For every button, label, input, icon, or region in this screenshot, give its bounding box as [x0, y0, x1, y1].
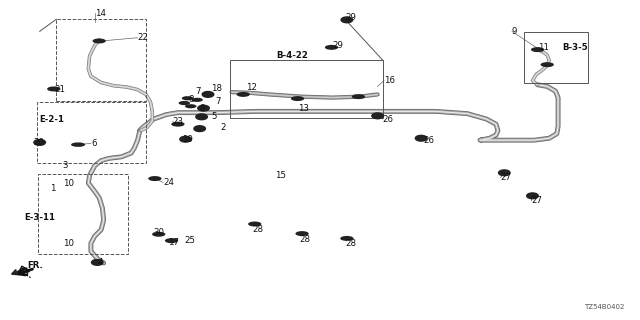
Circle shape	[202, 92, 214, 97]
Bar	[37, 102, 146, 163]
Ellipse shape	[93, 38, 106, 44]
Ellipse shape	[148, 176, 161, 181]
Text: 29: 29	[346, 13, 356, 22]
Text: 22: 22	[138, 33, 148, 42]
Text: FR.: FR.	[27, 261, 43, 270]
Circle shape	[341, 17, 353, 23]
Text: B-3-5: B-3-5	[562, 43, 588, 52]
Ellipse shape	[47, 86, 60, 92]
Text: 12: 12	[246, 84, 257, 92]
Text: 1: 1	[50, 184, 56, 193]
Text: 25: 25	[184, 236, 195, 245]
Text: TZ54B0402: TZ54B0402	[584, 304, 624, 310]
Text: 10: 10	[63, 239, 74, 248]
Text: 8: 8	[189, 95, 195, 104]
Ellipse shape	[152, 232, 165, 237]
Ellipse shape	[352, 94, 365, 99]
Text: 20: 20	[33, 138, 44, 147]
Text: E-3-11: E-3-11	[24, 213, 55, 222]
Ellipse shape	[296, 231, 308, 236]
Ellipse shape	[71, 142, 85, 147]
Text: 17: 17	[168, 238, 179, 247]
Text: 29: 29	[333, 41, 344, 50]
Text: 28: 28	[253, 225, 264, 234]
Text: 27: 27	[531, 196, 542, 205]
Text: 26: 26	[383, 115, 394, 124]
Text: 11: 11	[538, 43, 548, 52]
Text: 14: 14	[95, 9, 106, 18]
Ellipse shape	[291, 96, 304, 101]
Bar	[230, 60, 383, 118]
Ellipse shape	[172, 122, 184, 127]
Text: 4: 4	[97, 258, 103, 267]
Text: 13: 13	[298, 104, 308, 113]
Circle shape	[194, 126, 205, 132]
Text: 18: 18	[211, 84, 222, 93]
Ellipse shape	[325, 45, 338, 50]
Text: 23: 23	[173, 117, 184, 126]
Ellipse shape	[165, 238, 178, 243]
Ellipse shape	[340, 236, 353, 241]
Text: 21: 21	[54, 85, 65, 94]
Text: 26: 26	[424, 136, 435, 145]
Bar	[56, 19, 146, 101]
Text: 3: 3	[63, 161, 68, 170]
Bar	[524, 32, 588, 83]
Ellipse shape	[248, 221, 261, 227]
Ellipse shape	[185, 104, 196, 108]
Circle shape	[180, 136, 191, 142]
Circle shape	[92, 260, 103, 265]
Circle shape	[34, 140, 45, 145]
Text: 6: 6	[91, 139, 97, 148]
Circle shape	[372, 113, 383, 119]
Ellipse shape	[179, 101, 190, 105]
Text: 2: 2	[221, 124, 227, 132]
Circle shape	[196, 114, 207, 120]
Text: 8: 8	[200, 104, 205, 113]
Text: 19: 19	[182, 135, 193, 144]
Text: 28: 28	[346, 239, 356, 248]
Text: B-4-22: B-4-22	[276, 52, 308, 60]
Text: 15: 15	[275, 171, 286, 180]
Ellipse shape	[541, 62, 554, 67]
Text: 16: 16	[384, 76, 395, 85]
Text: 28: 28	[300, 235, 310, 244]
Text: FR.: FR.	[15, 265, 34, 281]
Ellipse shape	[191, 98, 203, 102]
Ellipse shape	[237, 92, 250, 97]
Text: 30: 30	[154, 228, 164, 237]
Text: E-2-1: E-2-1	[40, 116, 65, 124]
Text: 5: 5	[211, 112, 217, 121]
Text: 9: 9	[512, 27, 517, 36]
Text: 7: 7	[195, 87, 201, 96]
Circle shape	[415, 135, 427, 141]
Circle shape	[499, 170, 510, 176]
Ellipse shape	[531, 47, 544, 52]
Circle shape	[198, 105, 209, 111]
Ellipse shape	[182, 96, 193, 100]
Bar	[38, 174, 128, 254]
Text: 7: 7	[216, 97, 221, 106]
Circle shape	[527, 193, 538, 199]
Text: 24: 24	[163, 178, 174, 187]
Text: 27: 27	[500, 173, 511, 182]
Text: 10: 10	[63, 180, 74, 188]
